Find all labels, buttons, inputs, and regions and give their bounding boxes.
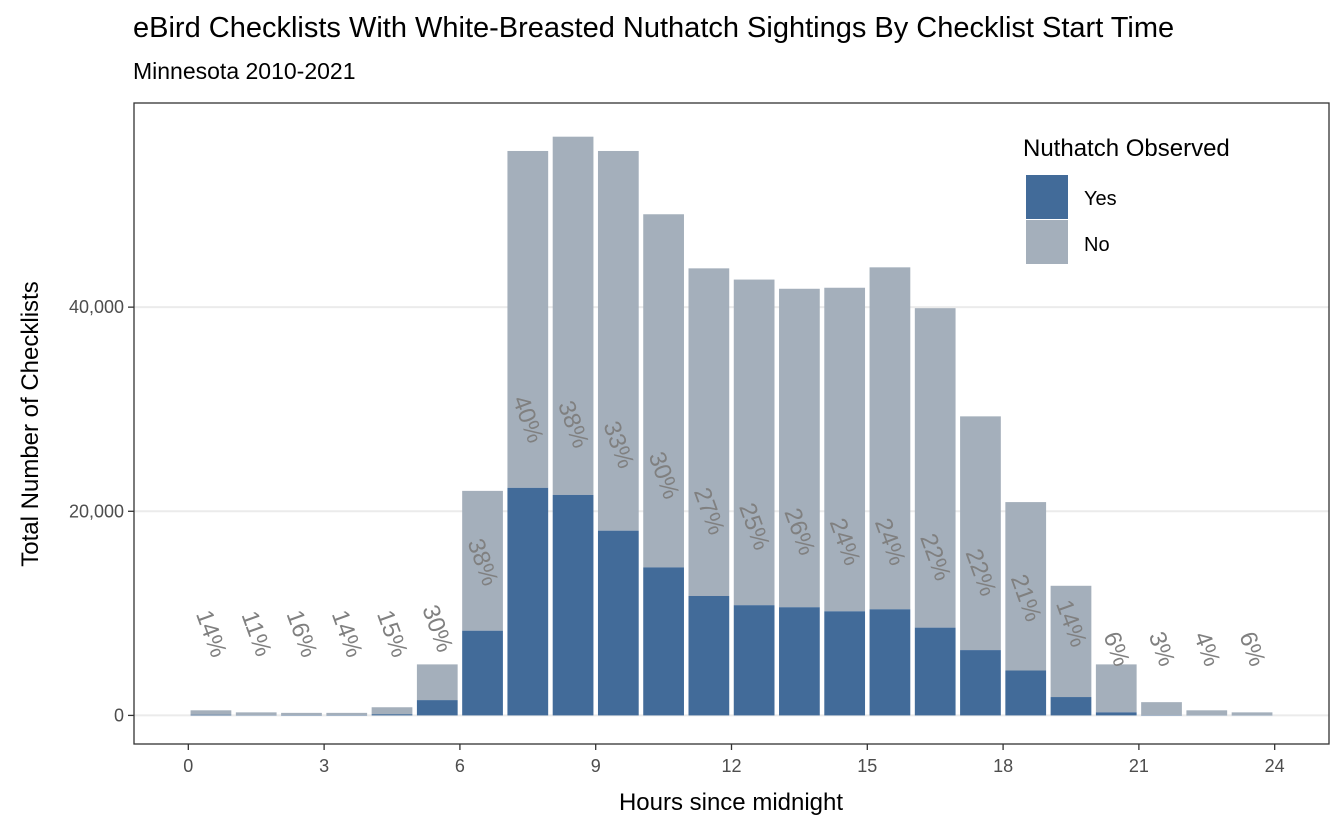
- x-tick-label-6: 18: [993, 756, 1013, 776]
- bar-no-10: [643, 214, 684, 568]
- stacked-bars: [190, 136, 1273, 716]
- gridlines: [134, 306, 1329, 717]
- bar-yes-5: [416, 700, 458, 716]
- x-tick-label-0: 0: [183, 756, 193, 776]
- bar-no-3: [326, 712, 368, 716]
- y-tick-label-1: 20,000: [69, 501, 124, 521]
- bar-yes-19: [1050, 697, 1092, 716]
- bar-no-18: [1005, 502, 1047, 671]
- bar-no-2: [281, 712, 322, 716]
- x-tick-label-1: 3: [319, 756, 329, 776]
- bar-yes-11: [688, 595, 730, 716]
- bar-no-1: [235, 712, 277, 716]
- bar-yes-7: [507, 487, 549, 716]
- bar-no-21: [1141, 702, 1182, 716]
- x-tick-label-5: 15: [857, 756, 877, 776]
- x-tick-label-8: 24: [1265, 756, 1285, 776]
- bar-no-9: [597, 150, 639, 531]
- x-axis: 0 3 6 9 12 15 18 21 24: [183, 744, 1285, 776]
- bar-no-12: [733, 279, 775, 606]
- bar-no-15: [869, 267, 911, 610]
- bar-no-13: [779, 288, 820, 608]
- bar-yes-0: [190, 714, 232, 716]
- bar-yes-13: [779, 607, 820, 716]
- y-axis: 0 20,000 40,000: [69, 297, 134, 725]
- chart-title: eBird Checklists With White-Breasted Nut…: [133, 12, 1175, 44]
- bar-no-5: [416, 664, 458, 701]
- bar-no-8: [552, 136, 594, 495]
- bar-no-16: [914, 308, 956, 628]
- legend: Nuthatch Observed Yes No: [1023, 135, 1230, 264]
- bar-no-20: [1095, 664, 1137, 713]
- legend-title: Nuthatch Observed: [1023, 135, 1230, 162]
- plot-panel-background: [134, 103, 1329, 744]
- chart-subtitle: Minnesota 2010-2021: [133, 58, 356, 84]
- x-tick-label-7: 21: [1129, 756, 1149, 776]
- bar-no-11: [688, 268, 730, 596]
- bar-yes-17: [960, 650, 1001, 716]
- y-tick-label-0: 0: [114, 705, 124, 725]
- x-tick-label-3: 9: [591, 756, 601, 776]
- legend-swatch-no: [1026, 220, 1068, 264]
- bar-yes-8: [552, 494, 594, 716]
- bar-no-17: [960, 416, 1001, 651]
- bar-yes-20: [1095, 712, 1137, 716]
- bar-yes-14: [824, 611, 866, 716]
- bar-no-6: [462, 490, 503, 631]
- bar-no-22: [1186, 710, 1228, 716]
- y-tick-label-2: 40,000: [69, 297, 124, 317]
- bar-yes-10: [643, 567, 684, 716]
- bar-no-7: [507, 150, 549, 488]
- x-axis-title: Hours since midnight: [619, 789, 843, 816]
- legend-label-yes: Yes: [1084, 188, 1117, 210]
- legend-label-no: No: [1084, 234, 1110, 256]
- bar-yes-15: [869, 609, 911, 716]
- bar-no-4: [371, 707, 413, 715]
- bar-no-0: [190, 710, 232, 715]
- bar-yes-12: [733, 605, 775, 716]
- bar-yes-6: [462, 630, 503, 716]
- bar-yes-16: [914, 627, 956, 716]
- bar-yes-4: [371, 714, 413, 716]
- bar-no-19: [1050, 585, 1092, 698]
- bar-yes-18: [1005, 670, 1047, 716]
- x-tick-label-4: 12: [721, 756, 741, 776]
- legend-swatch-yes: [1026, 175, 1068, 219]
- bar-no-14: [824, 287, 866, 612]
- x-tick-label-2: 6: [455, 756, 465, 776]
- bar-yes-9: [597, 530, 639, 716]
- bar-no-23: [1231, 712, 1273, 716]
- y-axis-title: Total Number of Checklists: [17, 281, 44, 566]
